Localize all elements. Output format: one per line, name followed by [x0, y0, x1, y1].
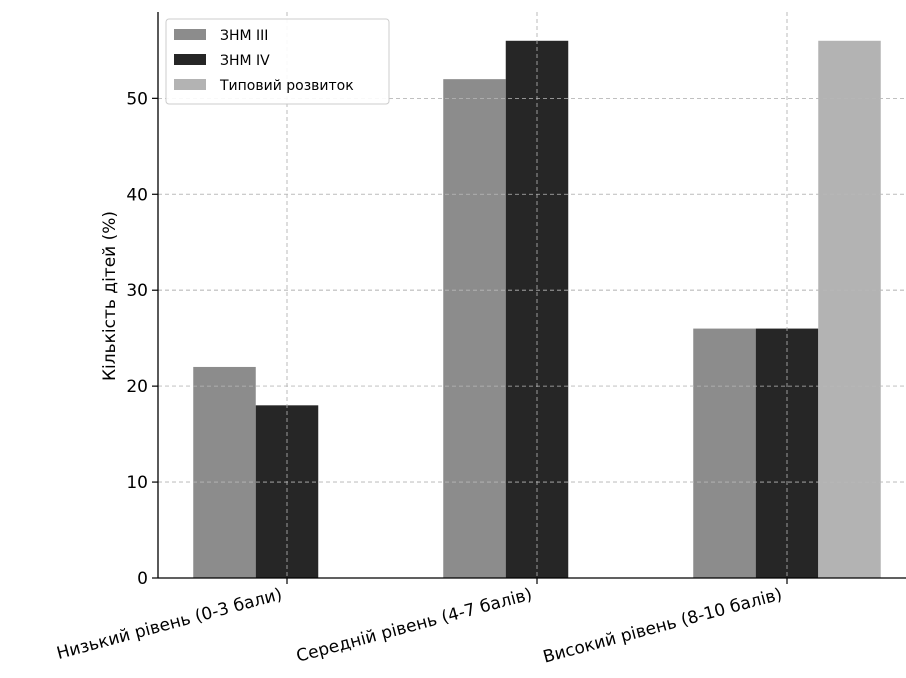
grid-lines-overlay — [158, 12, 906, 578]
legend-swatch-0 — [174, 29, 206, 40]
x-ticks: Низький рівень (0-3 бали) Середній рівень… — [55, 578, 788, 668]
bar-2-0 — [693, 328, 756, 578]
y-tick-label-2: 20 — [126, 377, 148, 397]
bar-1-0 — [443, 79, 506, 579]
y-tick-label-3: 30 — [126, 281, 148, 301]
legend-label-1: ЗНМ IV — [220, 53, 270, 69]
bar-2-2 — [818, 40, 881, 578]
x-tick-label-1: Середній рівень (4-7 балів) — [294, 585, 534, 667]
x-tick-label-2: Високий рівень (8-10 балів) — [541, 585, 784, 668]
bar-0-0 — [193, 366, 256, 578]
legend-label-2: Типовий розвиток — [219, 78, 354, 94]
legend-swatch-2 — [174, 79, 206, 90]
axes — [157, 12, 906, 579]
y-ticks: 0 10 20 30 40 50 — [126, 89, 158, 589]
x-tick-label-0: Низький рівень (0-3 бали) — [55, 585, 285, 664]
legend-swatch-1 — [174, 54, 206, 65]
legend-frame — [165, 18, 390, 105]
y-tick-label-4: 40 — [126, 185, 148, 205]
y-tick-label-5: 50 — [126, 89, 148, 109]
y-tick-label-1: 10 — [126, 473, 148, 493]
legend: ЗНМ III ЗНМ IV Типовий розвиток — [165, 18, 390, 105]
y-tick-label-0: 0 — [137, 569, 148, 589]
legend-label-0: ЗНМ III — [220, 28, 268, 44]
y-axis-title: Кількість дітей (%) — [100, 211, 120, 381]
